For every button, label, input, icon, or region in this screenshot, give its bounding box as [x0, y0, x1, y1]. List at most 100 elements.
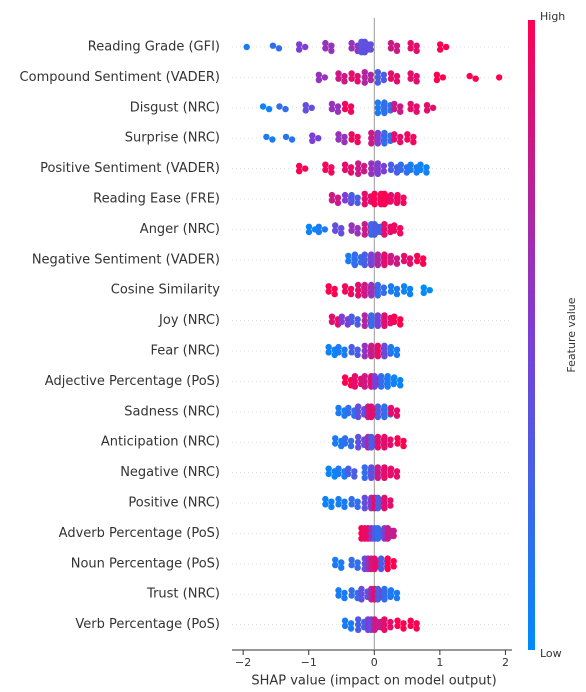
point-dot: [341, 374, 349, 381]
point-dot: [354, 439, 362, 446]
point-dot: [371, 378, 378, 385]
point-dot: [377, 560, 385, 567]
feature-label: Joy (NRC): [158, 313, 220, 328]
point-dot: [433, 71, 441, 79]
point-dot: [404, 131, 411, 138]
point-dot: [348, 227, 355, 234]
point-dot: [322, 45, 329, 52]
point-dot: [394, 435, 401, 442]
point: [325, 283, 338, 298]
point-dot: [354, 281, 362, 289]
point-dot: [381, 439, 388, 446]
point-dot: [332, 556, 339, 564]
point-dot: [368, 292, 375, 299]
feature-label: Trust (NRC): [146, 587, 220, 602]
point-dot: [374, 135, 382, 142]
point-dot: [472, 75, 479, 82]
x-tick-label: −1: [301, 656, 317, 669]
point-dot: [374, 499, 382, 507]
feature-label: Anger (NRC): [140, 222, 220, 237]
point: [263, 133, 276, 143]
point-dot: [397, 382, 404, 389]
point-dot: [348, 561, 355, 569]
point-dot: [371, 616, 378, 623]
point-dot: [315, 71, 323, 79]
point-dot: [400, 194, 407, 201]
point-dot: [380, 289, 388, 296]
point-dot: [397, 133, 404, 141]
point-dot: [361, 353, 368, 360]
point-dot: [341, 283, 349, 290]
feature-label: Positive Sentiment (VADER): [40, 161, 220, 176]
point-dot: [390, 532, 397, 540]
point-dot: [374, 342, 382, 349]
point: [391, 100, 404, 115]
point: [433, 71, 447, 84]
point-dot: [335, 501, 342, 508]
point-dot: [368, 403, 375, 410]
point: [282, 133, 296, 143]
point-dot: [341, 589, 348, 597]
point-dot: [393, 72, 401, 80]
point-dot: [371, 201, 378, 208]
point-dot: [354, 403, 362, 410]
point-dot: [276, 103, 283, 110]
point: [348, 556, 361, 571]
point-dot: [387, 161, 395, 168]
point-dot: [322, 166, 329, 174]
point-dot: [397, 166, 405, 174]
point-dot: [361, 38, 368, 45]
point-dot: [325, 349, 332, 356]
point-dot: [354, 321, 361, 328]
point-dot: [381, 616, 388, 623]
point-dot: [368, 261, 375, 269]
point-dot: [322, 495, 329, 503]
point-dot: [384, 555, 391, 562]
point-dot: [325, 288, 332, 295]
point: [381, 221, 394, 238]
point-dot: [361, 312, 368, 319]
point-dot: [381, 469, 388, 476]
point: [407, 39, 420, 55]
point: [328, 191, 342, 207]
point-dot: [394, 191, 401, 199]
point-dot: [387, 70, 395, 77]
point-dot: [393, 42, 401, 49]
point-dot: [328, 42, 335, 49]
point-dot: [387, 465, 395, 472]
point-dot: [413, 78, 420, 85]
point-dot: [377, 383, 385, 390]
point-dot: [374, 433, 382, 441]
point-dot: [335, 136, 342, 143]
point-dot: [345, 404, 352, 412]
point-dot: [335, 131, 342, 138]
point-dot: [263, 133, 270, 141]
point-dot: [413, 625, 420, 632]
point-dot: [413, 108, 420, 115]
point-dot: [358, 596, 365, 603]
point-dot: [384, 565, 391, 573]
feature-label: Negative (NRC): [120, 465, 220, 480]
point-dot: [407, 622, 414, 630]
point-dot: [374, 99, 382, 106]
point: [341, 283, 355, 298]
point-dot: [380, 71, 388, 79]
point-dot: [397, 108, 404, 115]
colorbar-label: Feature value: [565, 297, 578, 372]
point: [387, 39, 401, 55]
point: [322, 495, 335, 511]
point-dot: [347, 625, 355, 632]
point-dot: [348, 556, 355, 564]
point-dot: [387, 587, 395, 594]
point-dot: [334, 103, 342, 110]
point: [417, 161, 430, 176]
point-dot: [374, 104, 382, 112]
point-dot: [407, 45, 414, 52]
point-dot: [381, 99, 388, 106]
point-dot: [387, 197, 395, 204]
point-dot: [335, 343, 342, 351]
point-dot: [371, 226, 378, 233]
point-dot: [381, 221, 388, 228]
point-dot: [361, 251, 368, 258]
point: [348, 39, 361, 55]
